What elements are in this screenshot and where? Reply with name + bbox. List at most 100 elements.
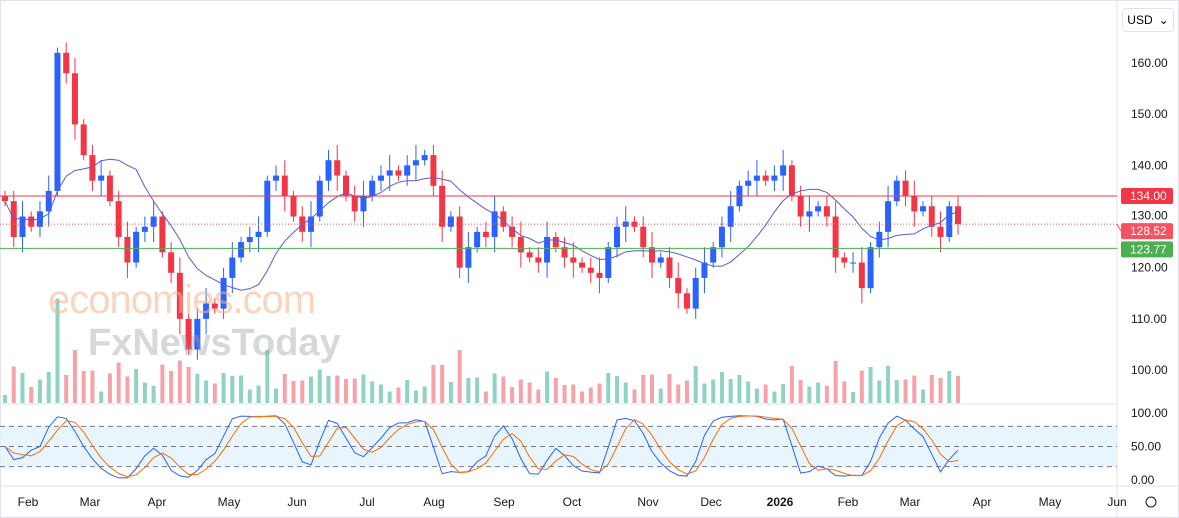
volume-bar [763,384,768,403]
volume-bar [55,298,60,403]
candle-body [701,262,708,278]
price-tick: 120.00 [1131,261,1168,275]
volume-bar [343,379,348,403]
volume-bar [781,384,786,403]
volume-bar [859,370,864,403]
candle-body [273,175,280,181]
candle-body [535,257,542,263]
volume-bar [947,371,952,403]
volume-bar [387,391,392,403]
volume-bar [81,371,86,403]
candle-body [911,196,918,212]
candle-body [308,216,315,232]
volume-bar [291,381,296,403]
level-label: 134.00 [1130,189,1167,203]
candle-body [762,175,769,181]
candle-body [937,226,944,237]
volume-bar [46,372,51,403]
volume-bar [816,382,821,403]
volume-bar [475,377,480,403]
level-connector [1116,223,1122,232]
volume-bar [29,387,34,403]
chevron-down-icon: ⌄ [1158,13,1169,27]
candle-body [255,231,262,237]
candle-body [745,180,752,186]
volume-bar [676,384,681,403]
volume-bar [912,375,917,403]
volume-bar [256,385,261,403]
volume-bar [807,386,812,403]
volume-bar [956,375,960,403]
volume-bar [64,375,69,403]
volume-bar [886,366,891,403]
volume-bar [824,386,829,403]
candle-body [439,185,446,227]
volume-bar [562,385,567,403]
stoch-k-line [4,415,959,479]
volume-bar [405,380,410,403]
candle-body [404,165,411,176]
volume-bar [90,370,95,403]
volume-bar [396,387,401,403]
candle-body [141,226,148,232]
volume-bar [588,387,593,403]
candle-body [491,211,498,237]
settings-gear-icon[interactable] [1145,496,1157,508]
volume-bar [483,391,488,403]
candle-body [106,175,113,202]
price-tick: 100.00 [1131,363,1168,377]
level-badge [1121,188,1173,205]
candle-body [369,180,376,197]
stoch-d-line [4,415,959,478]
stoch-tick: 100.00 [1131,406,1168,420]
time-tick: 2026 [767,495,794,509]
volume-bar [221,373,226,403]
time-tick: Jul [359,495,374,509]
volume-bar [239,375,244,403]
time-tick: May [1039,495,1062,509]
currency-select[interactable]: USD ⌄ [1122,8,1174,32]
volume-bar [789,366,794,403]
volume-bar [134,369,139,403]
candle-body [544,236,551,263]
volume-bar [746,381,751,403]
volume-bar [177,360,182,403]
volume-bar [632,389,637,403]
candle-body [552,236,559,248]
level-label: 128.52 [1130,224,1167,238]
price-tick: 140.00 [1131,158,1168,172]
candle-body [246,236,253,243]
volume-bar [702,383,707,403]
volume-bar [335,375,340,403]
volume-bar [169,371,174,403]
price-tick: 130.00 [1131,209,1168,223]
candle-body [264,180,271,232]
candle-body [465,247,472,268]
volume-bar [842,381,847,403]
candle-body [71,73,78,125]
candle-body [28,216,35,227]
candle-body [902,180,909,197]
volume-bar [667,374,672,403]
candle-body [115,201,122,237]
candle-body [692,277,699,309]
candle-body [290,196,297,217]
candle-body [683,293,690,309]
candle-body [168,252,175,273]
candle-body [360,196,367,212]
volume-bar [868,367,873,403]
volume-bar [116,362,121,403]
price-tick: 150.00 [1131,107,1168,121]
candle-body [421,155,428,161]
volume-bar [11,366,16,403]
candle-body [133,231,140,263]
candle-body [229,257,236,278]
volume-bar [274,388,279,403]
candle-body [920,206,927,212]
candle-body [203,303,210,319]
volume-bar [510,387,515,403]
candle-body [788,165,795,197]
candle-body [587,267,594,273]
volume-bar [361,374,366,403]
